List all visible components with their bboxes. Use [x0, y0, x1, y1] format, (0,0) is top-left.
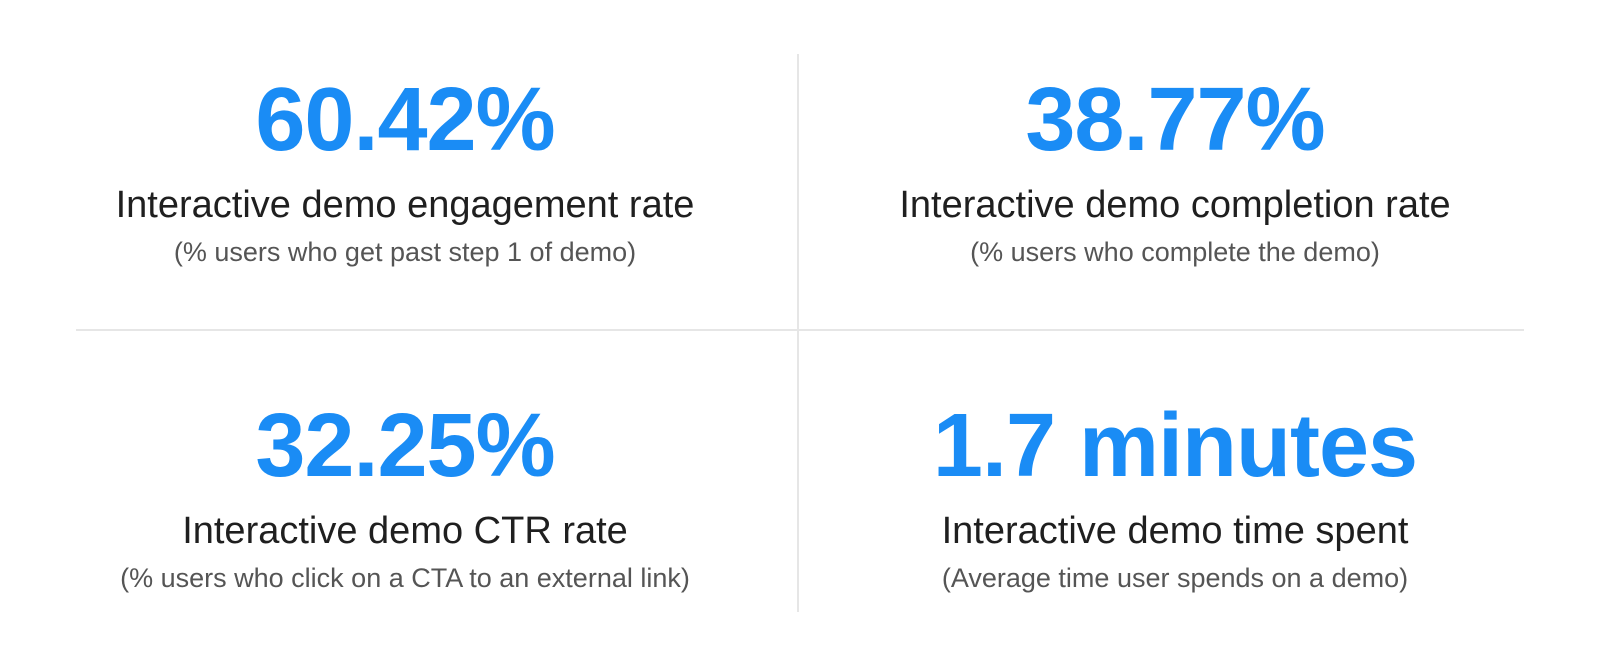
stat-card-ctr-rate: 32.25% Interactive demo CTR rate (% user…: [15, 396, 795, 596]
horizontal-divider: [76, 329, 1524, 331]
stat-subtitle: (Average time user spends on a demo): [941, 563, 1409, 593]
vertical-divider: [797, 54, 799, 612]
stat-card-completion-rate: 38.77% Interactive demo completion rate …: [785, 70, 1565, 270]
stat-card-time-spent: 1.7 minutes Interactive demo time spent …: [785, 396, 1565, 596]
stat-value: 38.77%: [1025, 70, 1325, 170]
stat-title: Interactive demo completion rate: [899, 184, 1451, 226]
stat-value: 1.7 minutes: [932, 396, 1418, 496]
stat-title: Interactive demo time spent: [941, 510, 1409, 552]
stat-value: 60.42%: [255, 70, 555, 170]
stat-subtitle: (% users who complete the demo): [970, 237, 1380, 267]
stat-subtitle: (% users who click on a CTA to an extern…: [120, 563, 690, 593]
stat-title: Interactive demo CTR rate: [182, 510, 628, 552]
stat-card-engagement-rate: 60.42% Interactive demo engagement rate …: [15, 70, 795, 270]
stat-title: Interactive demo engagement rate: [115, 184, 695, 226]
stat-value: 32.25%: [255, 396, 555, 496]
stat-subtitle: (% users who get past step 1 of demo): [173, 237, 637, 267]
